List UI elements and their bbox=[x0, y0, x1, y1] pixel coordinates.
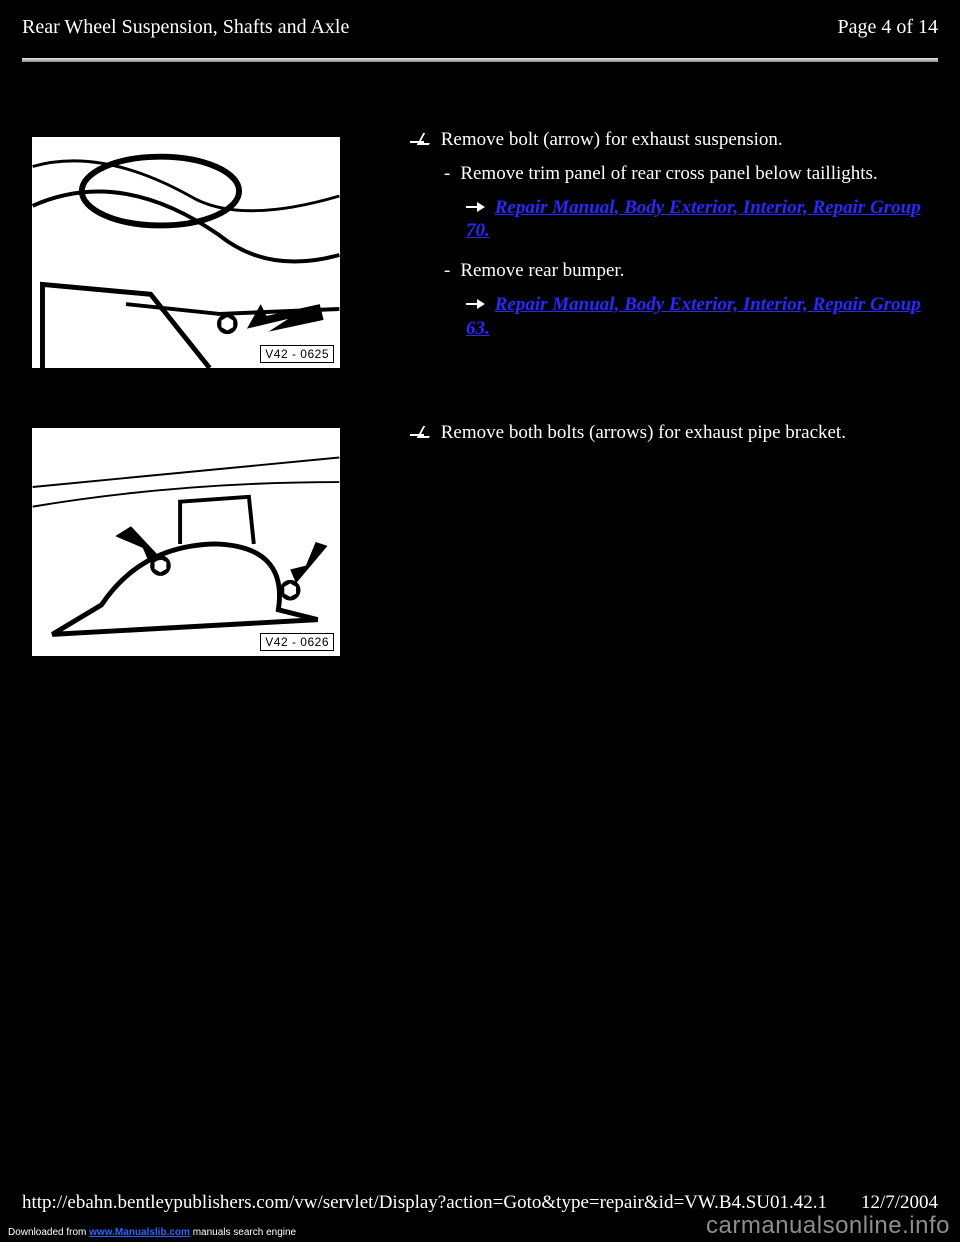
dash-icon: - bbox=[444, 260, 450, 281]
figure-2-art bbox=[32, 428, 340, 656]
arrow-icon bbox=[466, 299, 486, 309]
s2-lead-text: Remove both bolts (arrows) for exhaust p… bbox=[441, 422, 846, 443]
dl-post: manuals search engine bbox=[190, 1227, 296, 1238]
s1-link-1-row: Repair Manual, Body Exterior, Interior, … bbox=[410, 196, 930, 244]
footer-date: 12/7/2004 bbox=[861, 1192, 938, 1214]
dl-pre: Downloaded from bbox=[8, 1227, 89, 1238]
footer: http://ebahn.bentleypublishers.com/vw/se… bbox=[22, 1192, 938, 1214]
pointer-icon bbox=[410, 133, 432, 147]
watermark: carmanualsonline.info bbox=[706, 1212, 950, 1240]
page: Rear Wheel Suspension, Shafts and Axle P… bbox=[0, 0, 960, 1242]
figure-1-label: V42 - 0625 bbox=[260, 345, 334, 363]
download-line: Downloaded from www.Manualslib.com manua… bbox=[8, 1227, 296, 1238]
s1-bullet-2: -Remove rear bumper. bbox=[410, 259, 930, 283]
header-rule bbox=[22, 58, 938, 62]
header-page: Page 4 of 14 bbox=[837, 16, 938, 39]
dl-link[interactable]: www.Manualslib.com bbox=[89, 1227, 190, 1238]
s1-lead-text: Remove bolt (arrow) for exhaust suspensi… bbox=[441, 129, 783, 150]
arrow-icon bbox=[466, 202, 486, 212]
pointer-icon bbox=[410, 426, 432, 440]
dash-icon: - bbox=[444, 163, 450, 184]
s1-b1-text: Remove trim panel of rear cross panel be… bbox=[460, 163, 877, 184]
s2-lead: Remove both bolts (arrows) for exhaust p… bbox=[410, 421, 930, 445]
figure-1: V42 - 0625 bbox=[30, 135, 342, 370]
section-2-text: Remove both bolts (arrows) for exhaust p… bbox=[410, 421, 930, 455]
s1-bullet-1: -Remove trim panel of rear cross panel b… bbox=[410, 162, 930, 186]
s1-link-1[interactable]: Repair Manual, Body Exterior, Interior, … bbox=[466, 197, 921, 242]
header-title: Rear Wheel Suspension, Shafts and Axle bbox=[22, 16, 349, 39]
s1-link-2-row: Repair Manual, Body Exterior, Interior, … bbox=[410, 293, 930, 341]
figure-1-art bbox=[32, 137, 340, 368]
footer-url: http://ebahn.bentleypublishers.com/vw/se… bbox=[22, 1192, 827, 1214]
header: Rear Wheel Suspension, Shafts and Axle P… bbox=[22, 16, 938, 39]
s1-link-2[interactable]: Repair Manual, Body Exterior, Interior, … bbox=[466, 294, 921, 339]
s1-lead: Remove bolt (arrow) for exhaust suspensi… bbox=[410, 128, 930, 152]
section-1-text: Remove bolt (arrow) for exhaust suspensi… bbox=[410, 128, 930, 356]
figure-2: V42 - 0626 bbox=[30, 426, 342, 658]
s1-b2-text: Remove rear bumper. bbox=[460, 260, 624, 281]
figure-2-label: V42 - 0626 bbox=[260, 633, 334, 651]
